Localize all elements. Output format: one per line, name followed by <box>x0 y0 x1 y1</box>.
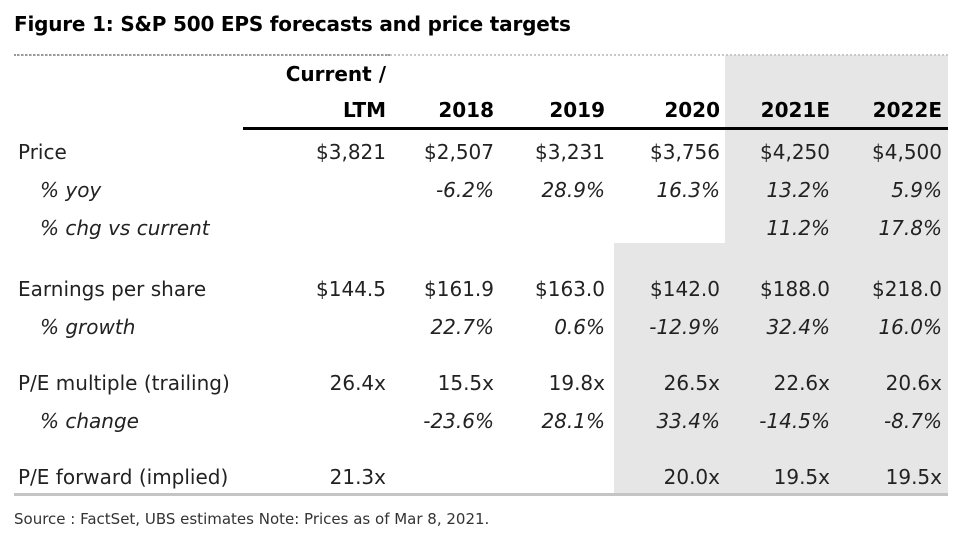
cell-2018: $2,507 <box>424 140 494 164</box>
cell-2019: 28.1% <box>541 409 605 433</box>
cell-2022e: 20.6x <box>885 371 942 395</box>
cell-2022e: 17.8% <box>878 216 942 240</box>
cell-2021e: 13.2% <box>766 178 830 202</box>
cell-2020: 20.0x <box>663 465 720 489</box>
row-label: % change <box>40 409 139 433</box>
cell-current: $144.5 <box>316 277 386 301</box>
cell-2018: -23.6% <box>423 409 494 433</box>
cell-2019: $3,231 <box>535 140 605 164</box>
row-label: Earnings per share <box>18 277 207 301</box>
source-note: Source : FactSet, UBS estimates Note: Pr… <box>14 510 490 528</box>
cell-2021e: 11.2% <box>766 216 830 240</box>
cell-2019: $163.0 <box>535 277 605 301</box>
figure-title: Figure 1: S&P 500 EPS forecasts and pric… <box>14 12 571 36</box>
header-2019: 2019 <box>549 98 605 122</box>
cell-current: 26.4x <box>329 371 386 395</box>
cell-current: $3,821 <box>316 140 386 164</box>
cell-2022e: 19.5x <box>885 465 942 489</box>
cell-2019: 28.9% <box>541 178 605 202</box>
row-label: % growth <box>40 315 136 339</box>
row-label: P/E forward (implied) <box>18 465 229 489</box>
cell-2020: 33.4% <box>656 409 720 433</box>
row-label: P/E multiple (trailing) <box>18 371 230 395</box>
cell-2022e: 16.0% <box>878 315 942 339</box>
top-rule-accent <box>14 54 390 56</box>
cell-2018: $161.9 <box>424 277 494 301</box>
cell-2019: 19.8x <box>548 371 605 395</box>
cell-2018: -6.2% <box>435 178 494 202</box>
cell-2022e: $218.0 <box>872 277 942 301</box>
cell-2022e: 5.9% <box>891 178 942 202</box>
cell-2020: 16.3% <box>656 178 720 202</box>
cell-2020: $142.0 <box>650 277 720 301</box>
header-rule <box>243 127 948 130</box>
header-2020: 2020 <box>664 98 720 122</box>
header-2022e: 2022E <box>872 98 942 122</box>
header-2021e: 2021E <box>760 98 830 122</box>
cell-2019: 0.6% <box>554 315 605 339</box>
row-label: % chg vs current <box>40 216 210 240</box>
cell-2018: 22.7% <box>430 315 494 339</box>
row-label: % yoy <box>40 178 102 202</box>
cell-2021e: $4,250 <box>760 140 830 164</box>
cell-2018: 15.5x <box>437 371 494 395</box>
2020-shading <box>614 243 725 495</box>
cell-2021e: 19.5x <box>773 465 830 489</box>
header-current-line2: LTM <box>343 98 386 122</box>
cell-2020: -12.9% <box>649 315 720 339</box>
cell-2022e: -8.7% <box>883 409 942 433</box>
bottom-rule <box>14 493 948 496</box>
cell-2020: 26.5x <box>663 371 720 395</box>
cell-2020: $3,756 <box>650 140 720 164</box>
header-current-line1: Current / <box>285 62 386 86</box>
cell-2021e: 22.6x <box>773 371 830 395</box>
cell-2022e: $4,500 <box>872 140 942 164</box>
top-rule <box>14 54 948 56</box>
cell-2021e: $188.0 <box>760 277 830 301</box>
header-2018: 2018 <box>438 98 494 122</box>
cell-current: 21.3x <box>329 465 386 489</box>
cell-2021e: -14.5% <box>759 409 830 433</box>
cell-2021e: 32.4% <box>766 315 830 339</box>
row-label: Price <box>18 140 67 164</box>
